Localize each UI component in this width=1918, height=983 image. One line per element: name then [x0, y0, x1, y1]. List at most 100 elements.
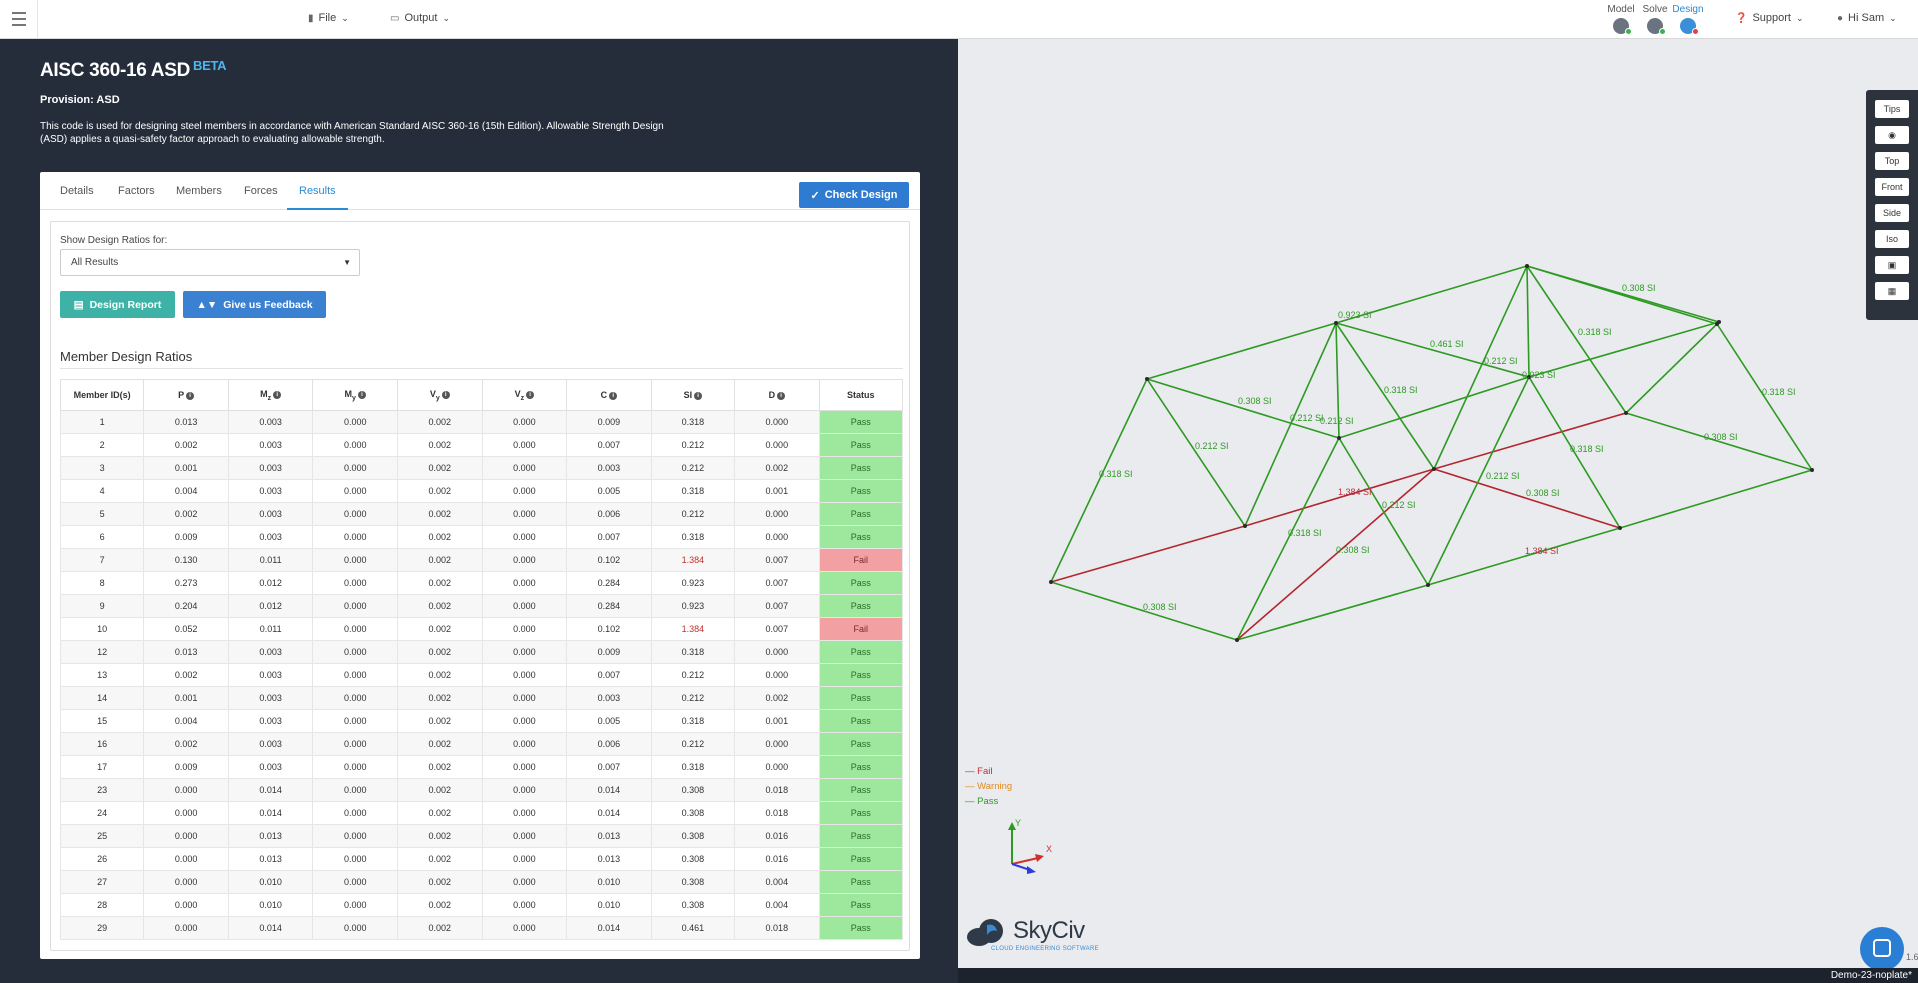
truss-member[interactable]: [1335, 322, 1435, 470]
truss-member[interactable]: [1619, 469, 1813, 529]
truss-node[interactable]: [1525, 264, 1529, 268]
front-view-button[interactable]: Front: [1875, 178, 1909, 196]
truss-node[interactable]: [1049, 580, 1053, 584]
table-row[interactable]: 3 0.001 0.003 0.000 0.002 0.000 0.003 0.212 0.00…: [59, 456, 904, 480]
user-menu[interactable]: ● Hi Sam ⌄: [1837, 12, 1897, 24]
table-row[interactable]: 6 0.009 0.003 0.000 0.002 0.000 0.007 0.318 0.00…: [59, 525, 904, 549]
mode-design[interactable]: Design: [1670, 4, 1706, 35]
table-row[interactable]: 8 0.273 0.012 0.000 0.002 0.000 0.284 0.923 0.00…: [59, 571, 904, 595]
camera-icon[interactable]: ▣: [1875, 256, 1909, 274]
table-row[interactable]: 25 0.000 0.013 0.000 0.002 0.000 0.013 0.308 0.0…: [59, 824, 904, 848]
tab-results[interactable]: Results: [287, 172, 348, 210]
truss-node[interactable]: [1426, 583, 1430, 587]
results-filter-select[interactable]: All Results ▼: [60, 249, 360, 276]
truss-member[interactable]: [1335, 322, 1530, 378]
truss-member[interactable]: [1244, 322, 1337, 527]
truss-node[interactable]: [1235, 638, 1239, 642]
table-row[interactable]: 5 0.002 0.003 0.000 0.002 0.000 0.006 0.212 0.00…: [59, 502, 904, 526]
truss-node[interactable]: [1334, 321, 1338, 325]
truss-member[interactable]: [1146, 378, 1340, 439]
tab-details[interactable]: Details: [60, 185, 94, 197]
table-row[interactable]: 7 0.130 0.011 0.000 0.002 0.000 0.102 1.384 0.00…: [59, 548, 904, 572]
mode-solve[interactable]: Solve: [1637, 4, 1673, 35]
truss-member[interactable]: [1433, 412, 1627, 470]
truss-node[interactable]: [1717, 320, 1721, 324]
truss-member[interactable]: [1526, 265, 1627, 414]
table-row[interactable]: 24 0.000 0.014 0.000 0.002 0.000 0.014 0.308 0.0…: [59, 801, 904, 825]
table-row[interactable]: 15 0.004 0.003 0.000 0.002 0.000 0.005 0.318 0.0…: [59, 709, 904, 733]
truss-member[interactable]: [1433, 468, 1621, 529]
truss-member[interactable]: [1528, 321, 1720, 378]
table-row[interactable]: 14 0.001 0.003 0.000 0.002 0.000 0.003 0.212 0.0…: [59, 686, 904, 710]
truss-member[interactable]: [1050, 581, 1238, 641]
info-icon[interactable]: i: [609, 392, 618, 400]
info-icon[interactable]: i: [186, 392, 195, 400]
feedback-button[interactable]: ▲▼ Give us Feedback: [183, 291, 326, 318]
table-row[interactable]: 16 0.002 0.003 0.000 0.002 0.000 0.006 0.212 0.0…: [59, 732, 904, 756]
truss-node[interactable]: [1432, 467, 1436, 471]
hamburger-menu-icon[interactable]: [0, 0, 38, 38]
table-row[interactable]: 2 0.002 0.003 0.000 0.002 0.000 0.007 0.212 0.00…: [59, 433, 904, 457]
truss-member[interactable]: [1244, 468, 1435, 527]
table-row[interactable]: 10 0.052 0.011 0.000 0.002 0.000 0.102 1.384 0.0…: [59, 617, 904, 641]
iso-view-button[interactable]: Iso: [1875, 230, 1909, 248]
check-design-button[interactable]: ✓ Check Design: [799, 182, 909, 208]
tab-factors[interactable]: Factors: [118, 185, 155, 197]
file-menu[interactable]: ▮ File ⌄: [308, 12, 349, 24]
truss-member[interactable]: [1625, 323, 1718, 414]
tips-button[interactable]: Tips: [1875, 100, 1909, 118]
output-menu[interactable]: ▭ Output ⌄: [390, 12, 450, 24]
cube-icon[interactable]: ▦: [1875, 282, 1909, 300]
table-row[interactable]: 27 0.000 0.010 0.000 0.002 0.000 0.010 0.308 0.0…: [59, 870, 904, 894]
table-row[interactable]: 12 0.013 0.003 0.000 0.002 0.000 0.009 0.318 0.0…: [59, 640, 904, 664]
truss-node[interactable]: [1337, 436, 1341, 440]
eye-icon[interactable]: ◉: [1875, 126, 1909, 144]
truss-member[interactable]: [1338, 376, 1530, 439]
truss-member[interactable]: [1146, 322, 1337, 380]
table-row[interactable]: 23 0.000 0.014 0.000 0.002 0.000 0.014 0.308 0.0…: [59, 778, 904, 802]
truss-member[interactable]: [1335, 265, 1528, 324]
design-report-button[interactable]: ▤ Design Report: [60, 291, 175, 318]
truss-member[interactable]: [1427, 376, 1530, 586]
truss-member[interactable]: [1236, 437, 1340, 641]
support-menu[interactable]: ❓ Support ⌄: [1735, 12, 1804, 24]
table-row[interactable]: 9 0.204 0.012 0.000 0.002 0.000 0.284 0.923 0.00…: [59, 594, 904, 618]
table-row[interactable]: 26 0.000 0.013 0.000 0.002 0.000 0.013 0.308 0.0…: [59, 847, 904, 871]
info-icon[interactable]: i: [273, 390, 282, 399]
truss-member[interactable]: [1528, 376, 1621, 529]
info-icon[interactable]: i: [357, 390, 366, 399]
truss-member[interactable]: [1427, 527, 1621, 586]
truss-member[interactable]: [1335, 322, 1340, 439]
top-view-button[interactable]: Top: [1875, 152, 1909, 170]
chat-icon[interactable]: [1860, 927, 1904, 971]
table-row[interactable]: 13 0.002 0.003 0.000 0.002 0.000 0.007 0.212 0.0…: [59, 663, 904, 687]
truss-member[interactable]: [1526, 265, 1718, 325]
truss-model[interactable]: 0.308 SI 0.923 SI 0.318 SI 0.461 SI 0.212 SI…: [958, 39, 1918, 968]
truss-member[interactable]: [1625, 412, 1813, 471]
info-icon[interactable]: i: [777, 392, 786, 400]
table-row[interactable]: 17 0.009 0.003 0.000 0.002 0.000 0.007 0.318 0.0…: [59, 755, 904, 779]
info-icon[interactable]: i: [694, 392, 703, 400]
side-view-button[interactable]: Side: [1875, 204, 1909, 222]
table-row[interactable]: 1 0.013 0.003 0.000 0.002 0.000 0.009 0.318 0.00…: [59, 410, 904, 434]
truss-node[interactable]: [1624, 411, 1628, 415]
table-row[interactable]: 4 0.004 0.003 0.000 0.002 0.000 0.005 0.318 0.00…: [59, 479, 904, 503]
info-icon[interactable]: i: [441, 390, 450, 399]
truss-member[interactable]: [1338, 437, 1429, 586]
tab-members[interactable]: Members: [176, 185, 222, 197]
truss-member[interactable]: [1526, 265, 1530, 378]
truss-member[interactable]: [1236, 584, 1429, 641]
truss-node[interactable]: [1243, 524, 1247, 528]
mode-model[interactable]: Model: [1603, 4, 1639, 35]
truss-node[interactable]: [1810, 468, 1814, 472]
truss-node[interactable]: [1527, 375, 1531, 379]
tab-forces[interactable]: Forces: [244, 185, 278, 197]
truss-member[interactable]: [1433, 265, 1528, 470]
table-row[interactable]: 29 0.000 0.014 0.000 0.002 0.000 0.014 0.461 0.0…: [59, 916, 904, 940]
table-row[interactable]: 28 0.000 0.010 0.000 0.002 0.000 0.010 0.308 0.0…: [59, 893, 904, 917]
truss-member[interactable]: [1146, 378, 1246, 527]
truss-node[interactable]: [1145, 377, 1149, 381]
truss-member[interactable]: [1236, 468, 1435, 641]
truss-member[interactable]: [1050, 525, 1246, 583]
info-icon[interactable]: i: [526, 390, 535, 399]
